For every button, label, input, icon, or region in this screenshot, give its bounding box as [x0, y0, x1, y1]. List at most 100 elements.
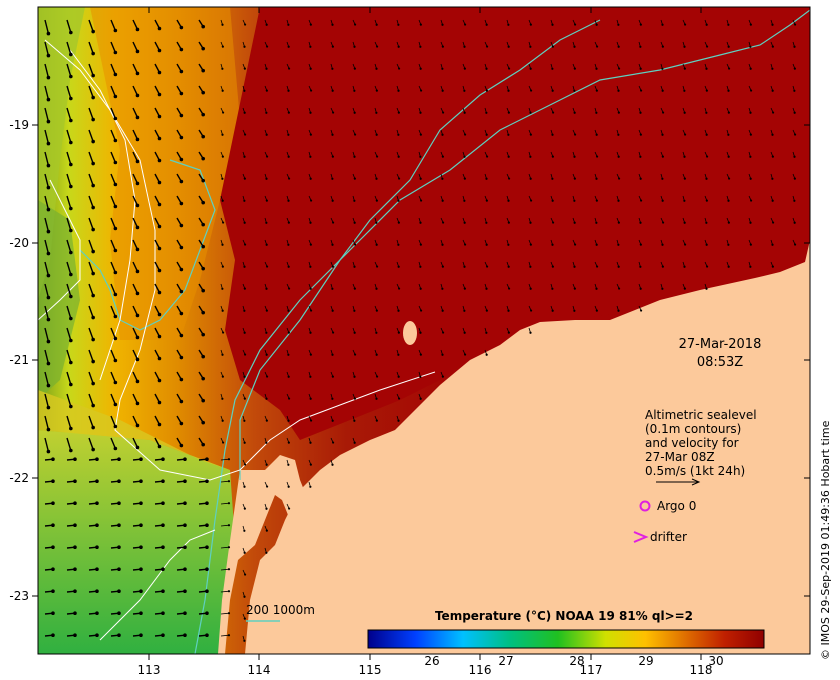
velocity-arrow-head [485, 265, 489, 268]
velocity-arrow-head [287, 243, 290, 246]
velocity-arrow [110, 217, 117, 229]
velocity-arrow [44, 393, 50, 408]
velocity-arrow-head [227, 458, 231, 461]
velocity-arrow-head [221, 155, 224, 158]
velocity-arrow-head [113, 402, 118, 407]
velocity-arrow [220, 612, 230, 615]
velocity-arrow-head [95, 545, 99, 550]
velocity-arrow-head [201, 332, 206, 337]
velocity-arrow-head [69, 448, 73, 453]
velocity-arrow [88, 437, 94, 450]
velocity-arrow-head [551, 287, 554, 290]
velocity-arrow-head [727, 45, 730, 48]
velocity-arrow-head [375, 45, 379, 48]
legend-line: 27-Mar 08Z [645, 450, 715, 464]
velocity-arrow-head [265, 133, 268, 136]
velocity-arrow-head [73, 523, 77, 528]
velocity-arrow-head [139, 589, 143, 594]
velocity-arrow-head [375, 67, 378, 70]
velocity-arrow-head [309, 111, 312, 114]
velocity-arrow-head [397, 419, 400, 422]
x-tick-label: 115 [359, 663, 382, 677]
velocity-arrow-head [595, 45, 599, 48]
velocity-arrow [88, 217, 94, 230]
velocity-arrow-head [113, 358, 118, 363]
velocity-arrow-head [91, 73, 95, 78]
velocity-arrow-head [287, 397, 291, 400]
velocity-arrow-head [749, 199, 753, 202]
velocity-arrow-head [683, 45, 686, 48]
barrow-island [403, 321, 417, 345]
velocity-arrow-head [771, 45, 774, 48]
velocity-arrow-head [69, 206, 73, 211]
velocity-arrow-head [265, 155, 269, 158]
velocity-arrow-head [157, 48, 162, 53]
velocity-arrow [88, 173, 94, 186]
velocity-arrow-head [51, 479, 55, 484]
velocity-arrow-head [683, 287, 686, 290]
velocity-arrow-head [529, 243, 532, 246]
velocity-arrow-head [183, 545, 187, 550]
velocity-arrow-head [243, 177, 246, 180]
velocity-arrow [110, 327, 117, 339]
velocity-arrow [110, 41, 117, 53]
velocity-arrow-head [573, 155, 576, 158]
velocity-arrow-head [551, 309, 554, 312]
velocity-arrow-head [661, 199, 664, 202]
velocity-arrow-head [529, 67, 532, 70]
velocity-arrow-head [705, 45, 709, 48]
velocity-arrow-head [331, 243, 334, 246]
y-tick-label: -20 [9, 236, 29, 250]
velocity-arrow-head [227, 524, 231, 527]
velocity-arrow-head [529, 111, 532, 114]
velocity-arrow-head [243, 89, 246, 92]
velocity-arrow-head [46, 119, 51, 124]
velocity-arrow-head [221, 331, 225, 334]
velocity-arrow-head [135, 71, 140, 76]
velocity-arrow-head [265, 309, 268, 312]
velocity-arrow-head [287, 111, 290, 114]
velocity-arrow-head [201, 376, 206, 381]
velocity-arrow-head [419, 221, 422, 224]
velocity-arrow-head [243, 463, 247, 466]
velocity-arrow-head [331, 177, 334, 180]
velocity-arrow-head [265, 199, 268, 202]
velocity-arrow-head [227, 568, 231, 571]
velocity-arrow [88, 195, 94, 208]
velocity-arrow-head [463, 23, 467, 26]
velocity-arrow-head [157, 444, 162, 449]
velocity-arrow-head [419, 309, 423, 312]
velocity-arrow-head [73, 545, 77, 550]
velocity-arrow-head [683, 89, 686, 92]
velocity-arrow-head [573, 309, 576, 312]
velocity-arrow-head [529, 199, 533, 202]
velocity-arrow [66, 415, 72, 429]
velocity-arrow-head [639, 265, 642, 268]
velocity-arrow-head [205, 611, 209, 616]
velocity-arrow-head [73, 567, 77, 572]
velocity-arrow-head [507, 243, 510, 246]
velocity-arrow-head [135, 445, 140, 450]
velocity-arrow-head [485, 199, 488, 202]
velocity-arrow-head [661, 155, 664, 158]
sealevel-contour-3 [38, 179, 81, 321]
velocity-arrow-head [287, 419, 290, 422]
velocity-arrow-head [705, 111, 708, 114]
velocity-arrow-head [507, 111, 510, 114]
velocity-arrow-head [183, 589, 187, 594]
velocity-arrow-head [771, 221, 775, 224]
velocity-arrow-head [69, 294, 73, 299]
velocity-arrow-head [91, 337, 95, 342]
velocity-arrow-head [375, 243, 378, 246]
velocity-arrow-head [727, 155, 730, 158]
velocity-arrow-head [201, 24, 206, 29]
velocity-arrow-head [375, 353, 378, 356]
velocity-arrow-head [287, 45, 290, 48]
velocity-arrow-head [157, 114, 162, 119]
velocity-arrow-head [157, 334, 162, 339]
velocity-arrow-head [507, 67, 511, 70]
velocity-arrow-head [639, 45, 642, 48]
velocity-arrow-head [179, 179, 184, 184]
velocity-arrow-head [573, 287, 576, 290]
velocity-arrow-head [331, 375, 334, 378]
